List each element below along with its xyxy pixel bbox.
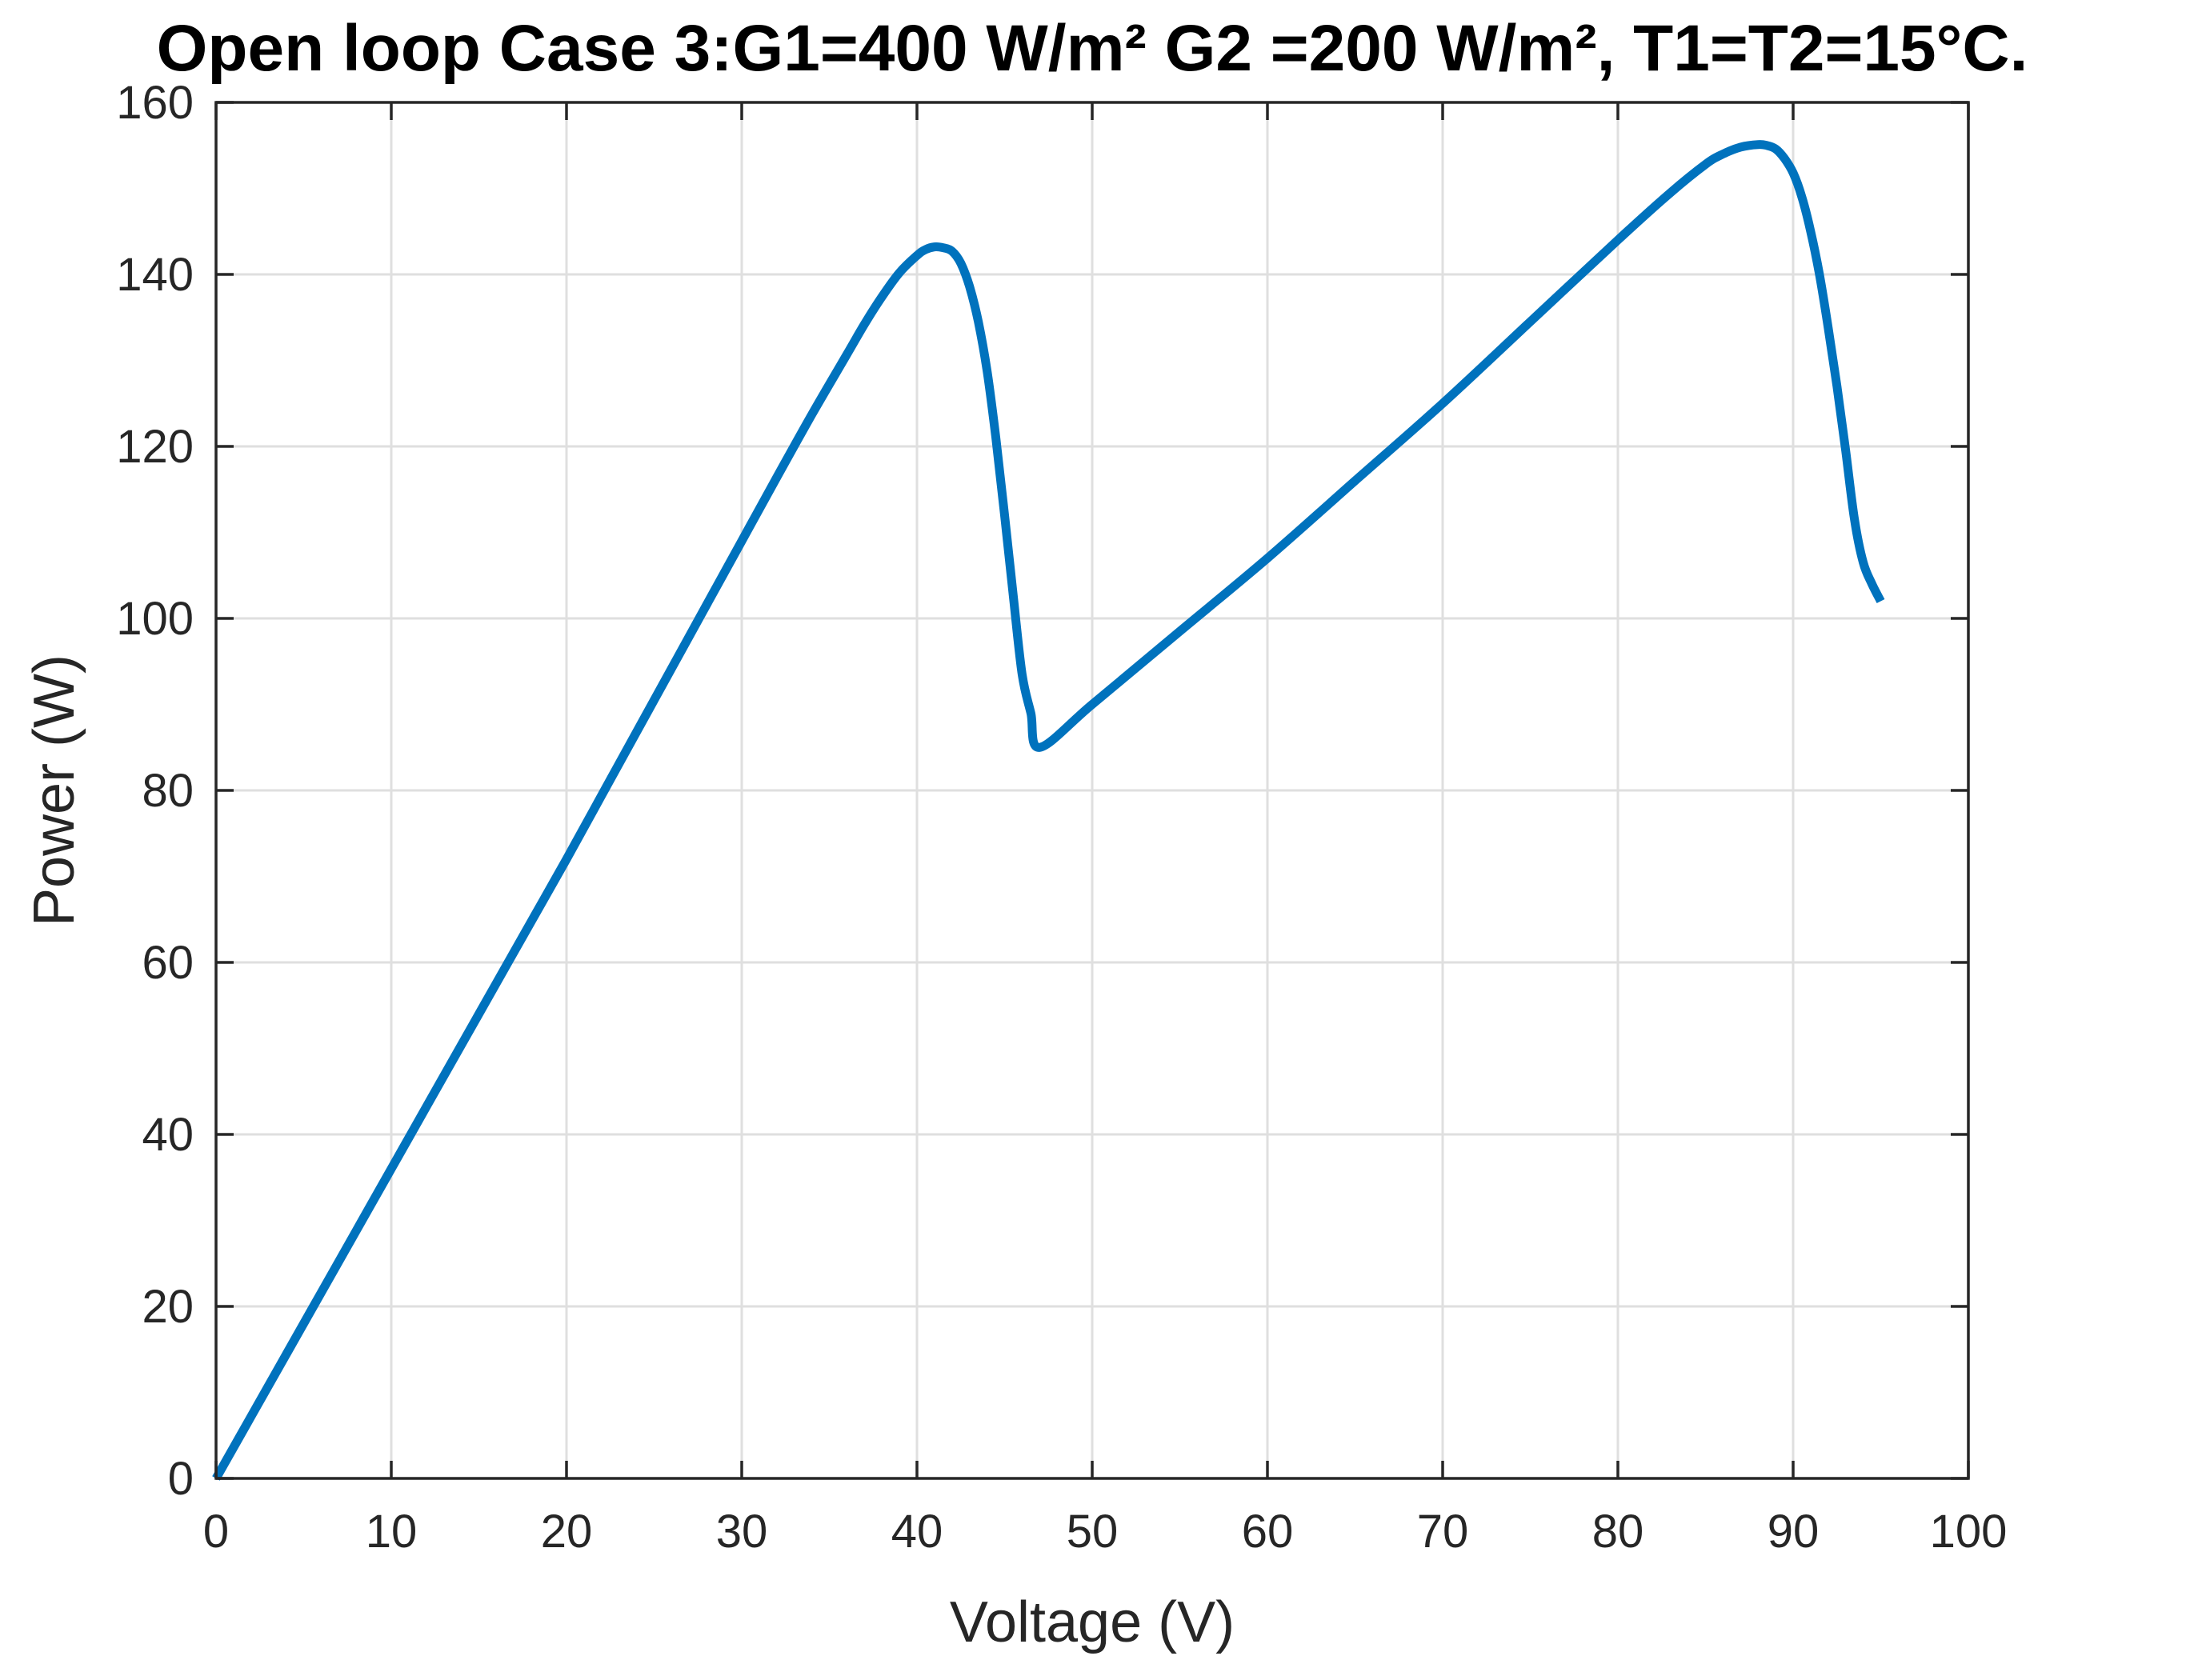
x-tick-label: 10 [366, 1506, 418, 1558]
x-tick-label: 100 [1930, 1506, 2008, 1558]
x-tick-labels: 0 10 20 30 40 50 60 70 80 90 100 [203, 1506, 2008, 1558]
y-axis-label: Power (W) [22, 654, 86, 926]
y-tick-label: 40 [142, 1109, 194, 1161]
x-tick-label: 30 [716, 1506, 768, 1558]
x-tick-label: 20 [541, 1506, 593, 1558]
series-line-0 [212, 140, 1885, 1481]
grid-lines [216, 102, 1968, 1478]
y-tick-label: 80 [142, 765, 194, 817]
y-tick-label: 20 [142, 1281, 194, 1333]
x-tick-label: 80 [1592, 1506, 1644, 1558]
ticks [214, 101, 1970, 1480]
series-layer [212, 140, 1885, 1481]
x-axis-label: Voltage (V) [950, 1590, 1235, 1654]
y-tick-label: 60 [142, 937, 194, 989]
y-tick-label: 120 [116, 421, 194, 473]
x-tick-label: 40 [891, 1506, 943, 1558]
x-tick-label: 70 [1417, 1506, 1469, 1558]
x-tick-label: 90 [1768, 1506, 1820, 1558]
chart-title: Open loop Case 3:G1=400 W/m² G2 =200 W/m… [157, 12, 2028, 85]
y-tick-label: 100 [116, 593, 194, 645]
y-tick-label: 140 [116, 249, 194, 301]
x-tick-label: 50 [1067, 1506, 1119, 1558]
y-tick-label: 0 [168, 1453, 194, 1505]
x-tick-label: 60 [1242, 1506, 1294, 1558]
y-tick-labels: 0 20 40 60 80 100 120 140 160 [116, 77, 194, 1505]
x-tick-label: 0 [203, 1506, 229, 1558]
y-tick-label: 160 [116, 77, 194, 129]
